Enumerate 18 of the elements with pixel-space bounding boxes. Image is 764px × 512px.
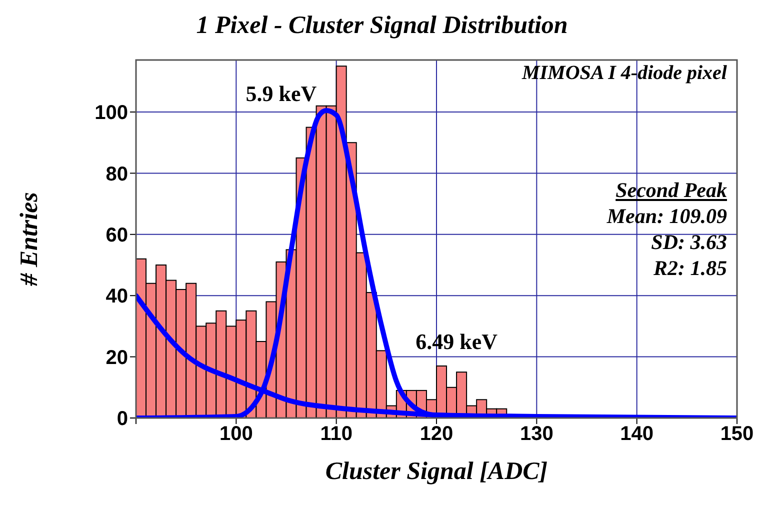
- x-tick-label: 130: [520, 423, 554, 446]
- y-tick-label: 80: [106, 163, 128, 186]
- y-axis-title: # Entries: [16, 192, 44, 286]
- y-tick-label: 100: [94, 102, 128, 124]
- x-axis-title: Cluster Signal [ADC]: [324, 458, 549, 486]
- chart-title: 1 Pixel - Cluster Signal Distribution: [195, 12, 569, 40]
- y-tick-label: 20: [106, 346, 128, 369]
- x-tick-label: 140: [620, 423, 654, 446]
- annotation: R2: 1.85: [652, 255, 727, 282]
- annotation: 5.9 keV: [246, 80, 317, 107]
- x-tick-label: 150: [720, 423, 754, 446]
- y-tick-label: 40: [106, 286, 128, 308]
- y-tick-label: 0: [116, 408, 128, 430]
- x-tick-label: 120: [420, 423, 454, 446]
- x-tick-label: 110: [320, 423, 352, 446]
- x-tick-label: 100: [219, 423, 253, 446]
- y-tick-label: 60: [106, 224, 128, 247]
- annotation: SD: 3.63: [650, 229, 727, 256]
